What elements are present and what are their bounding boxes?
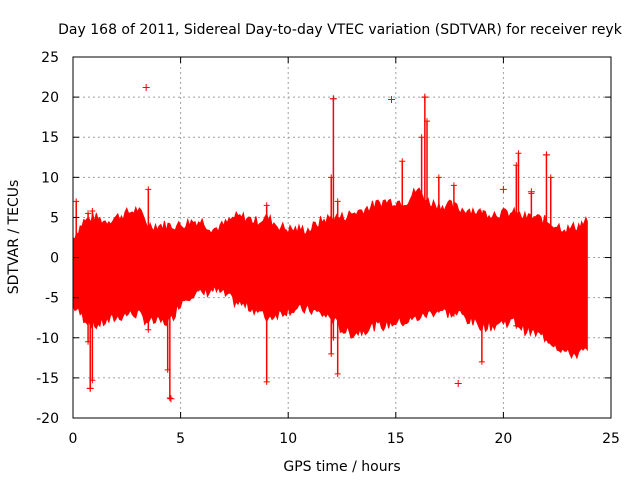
y-tick-label: 25 (41, 50, 59, 66)
spike-marker (435, 306, 442, 313)
spike-marker (450, 182, 457, 189)
spike-marker (334, 370, 341, 377)
spike-marker (145, 186, 152, 193)
spike-marker (328, 350, 335, 357)
y-tick-label: -5 (45, 291, 59, 307)
spike-marker (543, 334, 550, 341)
spike-marker (263, 202, 270, 209)
y-tick-label: -10 (36, 331, 59, 347)
y-tick-label: 15 (41, 130, 59, 146)
spike-marker (164, 302, 171, 309)
x-axis-label: GPS time / hours (283, 459, 400, 475)
data-point (387, 96, 395, 104)
spike-marker (450, 310, 457, 317)
data-point (421, 93, 429, 101)
x-tick-label: 20 (494, 431, 512, 447)
spike-marker (73, 198, 80, 205)
spike-marker (399, 158, 406, 165)
spike-marker (89, 208, 96, 215)
spike-marker (547, 338, 554, 345)
data-point (542, 151, 550, 159)
spike-marker (424, 302, 431, 309)
data-point (499, 185, 507, 193)
data-point (167, 395, 175, 403)
spike-marker (399, 302, 406, 309)
spike-marker (73, 302, 80, 309)
data-band (72, 187, 588, 360)
data-point (142, 83, 150, 91)
spike-marker (547, 174, 554, 181)
data-point (454, 380, 462, 388)
spike-marker (421, 310, 428, 317)
spike-marker (515, 150, 522, 157)
spike-marker (515, 318, 522, 325)
y-tick-label: -20 (36, 411, 59, 427)
y-tick-label: 0 (50, 251, 59, 267)
axis-ticks: 0 5 10 15 20 25 -20 -15 -10 -5 0 5 10 15 20 25 (36, 50, 620, 447)
chart-title: Day 168 of 2011, Sidereal Day-to-day VTE… (58, 22, 623, 38)
spike-marker (424, 118, 431, 125)
y-tick-label: 20 (41, 90, 59, 106)
spike-marker (513, 322, 520, 329)
spike-marker (85, 210, 92, 217)
spike-marker (166, 394, 173, 401)
y-tick-label: -15 (36, 371, 59, 387)
spike-marker (478, 210, 485, 217)
spike-marker (145, 326, 152, 333)
spike-marker (164, 366, 171, 373)
spike-marker (435, 174, 442, 181)
data-point (527, 188, 535, 196)
spike-marker (263, 378, 270, 385)
plot-area (72, 83, 588, 403)
x-tick-label: 10 (279, 431, 297, 447)
spike-marker (89, 377, 96, 384)
spike-marker (334, 198, 341, 205)
x-tick-label: 25 (602, 431, 620, 447)
plot-frame (72, 56, 612, 419)
y-axis-label: SDTVAR / TECUs (6, 180, 22, 295)
x-tick-label: 5 (176, 431, 185, 447)
spike-marker (418, 134, 425, 141)
data-point (86, 384, 94, 392)
spike-marker (478, 358, 485, 365)
spike-marker (330, 334, 337, 341)
spike-marker (528, 326, 535, 333)
x-tick-label: 15 (387, 431, 405, 447)
spike-marker (418, 294, 425, 301)
data-point (329, 95, 337, 103)
y-tick-label: 10 (41, 170, 59, 186)
x-tick-label: 0 (69, 431, 78, 447)
y-tick-label: 5 (50, 210, 59, 226)
